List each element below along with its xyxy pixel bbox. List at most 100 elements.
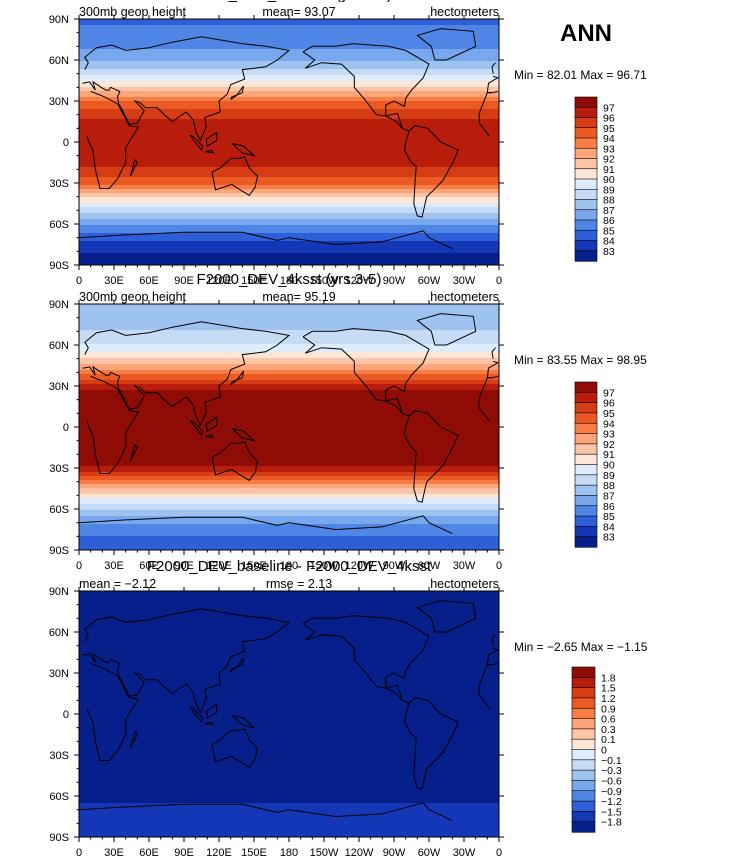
- coastline: [230, 657, 244, 673]
- contour-band: [79, 695, 499, 698]
- panel-title: F2000_DEV_baseline - F2000_DEV_4ksst: [147, 558, 432, 575]
- contour-band: [79, 326, 499, 329]
- colorbar-label: 86: [603, 501, 615, 513]
- contour-band: [79, 689, 499, 692]
- coastline: [205, 131, 218, 147]
- contour-band: [79, 139, 499, 142]
- coastline: [302, 43, 459, 218]
- contour-band: [79, 217, 499, 220]
- contour-band: [79, 111, 499, 114]
- y-tick-label: 60N: [49, 627, 69, 639]
- contour-band: [79, 504, 499, 507]
- contour-band: [79, 418, 499, 421]
- contour-band: [79, 141, 499, 144]
- x-tick-label: 150W: [310, 560, 339, 572]
- colorbar-swatch: [571, 707, 596, 720]
- contour-band: [79, 85, 499, 88]
- contour-band: [79, 522, 499, 525]
- contour-band: [79, 396, 499, 399]
- colorbar-label: 0.1: [601, 734, 616, 746]
- contour-band: [79, 442, 499, 445]
- contour-band: [79, 31, 499, 34]
- contour-band: [79, 340, 499, 343]
- colorbar-label: −0.9: [601, 786, 622, 798]
- colorbar-label: 84: [603, 521, 615, 533]
- x-tick-label: 60W: [418, 847, 441, 859]
- contour-band: [79, 151, 499, 154]
- y-tick-label: 30S: [49, 750, 69, 762]
- colorbar-label: 87: [603, 490, 615, 502]
- contour-band: [79, 229, 499, 232]
- x-tick-label: 120W: [345, 560, 374, 572]
- contour-band: [79, 679, 499, 682]
- colorbar-swatch: [574, 392, 598, 404]
- contour-band: [79, 67, 499, 70]
- contour-band: [79, 603, 499, 606]
- x-tick-label: 120W: [345, 847, 374, 859]
- colorbar-label: 1.2: [601, 693, 616, 705]
- colorbar-label: 93: [603, 143, 615, 155]
- colorbar-swatch: [574, 526, 598, 538]
- x-tick-label: 60E: [139, 847, 159, 859]
- x-tick-label: 150E: [241, 847, 267, 859]
- colorbar-swatch: [574, 178, 598, 190]
- contour-band: [79, 211, 499, 214]
- contour-band: [79, 43, 499, 46]
- contour-band: [79, 306, 499, 309]
- colorbar-label: 89: [603, 184, 615, 196]
- contour-band: [79, 366, 499, 369]
- contour-band: [79, 45, 499, 48]
- coastline: [79, 802, 453, 822]
- contour-band: [79, 159, 499, 162]
- x-tick-label: 30W: [453, 847, 476, 859]
- contour-band: [79, 801, 499, 804]
- contour-band: [79, 344, 499, 347]
- contour-band: [79, 53, 499, 56]
- contour-band: [79, 466, 499, 469]
- coastline: [416, 28, 477, 61]
- y-tick-label: 0: [63, 709, 69, 721]
- contour-band: [79, 649, 499, 652]
- contour-band: [79, 205, 499, 208]
- contour-band: [79, 749, 499, 752]
- contour-band: [79, 641, 499, 644]
- colorbar-label: 88: [603, 480, 615, 492]
- colorbar-label: 83: [603, 532, 615, 544]
- contour-band: [79, 145, 499, 148]
- colorbar-label: 1.8: [601, 672, 616, 684]
- contour-band: [79, 332, 499, 335]
- contour-band: [79, 703, 499, 706]
- contour-band: [79, 171, 499, 174]
- colorbar-label: 91: [603, 449, 615, 461]
- contour-band: [79, 835, 499, 837]
- x-tick-label: 90E: [174, 275, 194, 287]
- contour-band: [79, 19, 499, 22]
- colorbar-swatch: [574, 199, 598, 211]
- colorbar-label: −0.3: [601, 765, 622, 777]
- contour-band: [79, 540, 499, 543]
- contour-band: [79, 378, 499, 381]
- contour-band: [79, 376, 499, 379]
- contour-band: [79, 21, 499, 24]
- contour-band: [79, 358, 499, 361]
- x-tick-label: 180: [280, 560, 298, 572]
- contour-band: [79, 249, 499, 252]
- contour-band: [79, 113, 499, 116]
- contour-band: [79, 771, 499, 774]
- contour-band: [79, 623, 499, 626]
- contour-band: [79, 731, 499, 734]
- contour-band: [79, 500, 499, 503]
- contour-band: [79, 414, 499, 417]
- map-panel-3: F2000_DEV_baseline - F2000_DEV_4ksstmean…: [49, 558, 648, 859]
- contour-band: [79, 193, 499, 196]
- colorbar-swatch: [574, 168, 598, 180]
- contour-band: [79, 247, 499, 250]
- contour-band: [79, 189, 499, 192]
- contour-band: [79, 454, 499, 457]
- contour-band: [79, 410, 499, 413]
- contour-band: [79, 819, 499, 822]
- x-tick-label: 90E: [174, 560, 194, 572]
- contour-band: [79, 805, 499, 808]
- x-tick-label: 30W: [453, 275, 476, 287]
- colorbar-swatch: [574, 381, 598, 393]
